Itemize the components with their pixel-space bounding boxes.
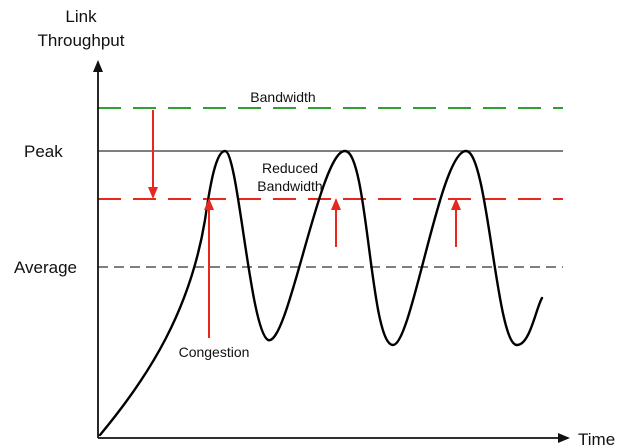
reduced-bandwidth-label-line2: Bandwidth xyxy=(257,178,322,194)
average-label: Average xyxy=(14,258,77,277)
x-axis-label: Time xyxy=(578,430,615,448)
reduced-bandwidth-label-line1: Reduced xyxy=(262,160,318,176)
y-axis-label-line1: Link xyxy=(65,7,97,26)
y-axis-label-line2: Throughput xyxy=(38,31,125,50)
bandwidth-label: Bandwidth xyxy=(250,89,315,105)
peak-label: Peak xyxy=(24,142,63,161)
congestion-label: Congestion xyxy=(179,344,250,360)
throughput-curve xyxy=(98,149,544,437)
